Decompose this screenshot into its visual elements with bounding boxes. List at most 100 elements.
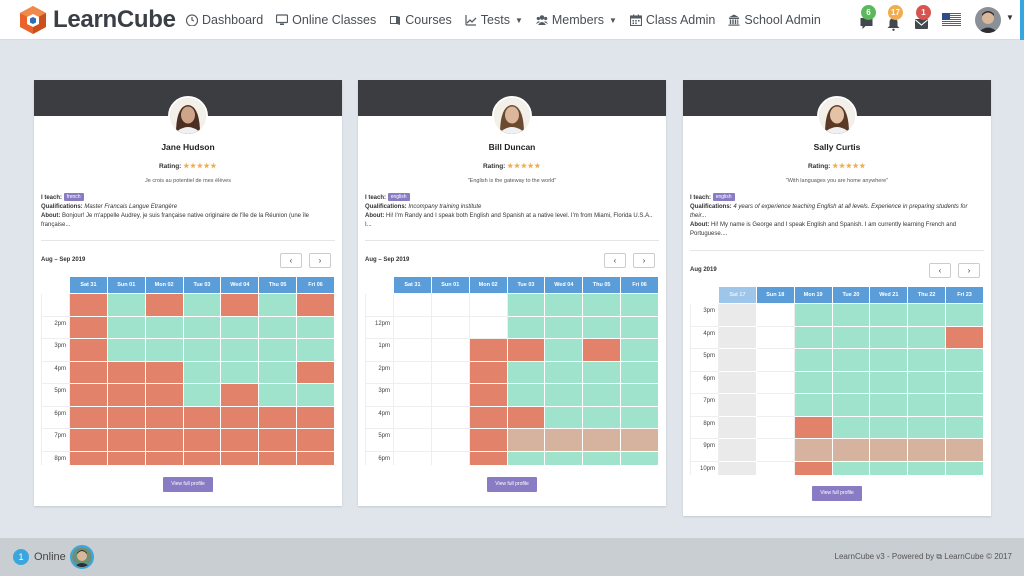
slot-available[interactable] (582, 360, 622, 384)
online-user-avatar[interactable] (70, 545, 94, 569)
next-week-button[interactable]: › (309, 253, 331, 268)
slot-available[interactable] (506, 383, 546, 407)
language-tag[interactable]: english (387, 193, 410, 201)
teacher-name[interactable]: Jane Hudson (161, 142, 215, 152)
slot-available[interactable] (220, 338, 260, 362)
slot-available[interactable] (869, 303, 909, 327)
slot-available[interactable] (544, 293, 584, 317)
slot-available[interactable] (544, 383, 584, 407)
slot-available[interactable] (831, 393, 871, 417)
slot-available[interactable] (945, 303, 984, 327)
slot-available[interactable] (506, 293, 546, 317)
view-profile-button[interactable]: View full profile (163, 477, 213, 492)
slot-available[interactable] (907, 460, 947, 475)
nav-class-admin[interactable]: Class Admin (629, 13, 715, 27)
slot-available[interactable] (544, 405, 584, 429)
nav-courses[interactable]: Courses (389, 13, 452, 27)
slot-available[interactable] (544, 360, 584, 384)
slot-available[interactable] (945, 415, 984, 439)
slot-available[interactable] (620, 315, 659, 339)
us-flag-icon[interactable] (942, 13, 961, 26)
slot-available[interactable] (220, 360, 260, 384)
slot-available[interactable] (544, 450, 584, 465)
view-profile-button[interactable]: View full profile (487, 477, 537, 492)
prev-week-button[interactable]: ‹ (604, 253, 626, 268)
slot-available[interactable] (831, 415, 871, 439)
inbox-notification[interactable]: 1 (913, 5, 931, 31)
slot-available[interactable] (296, 338, 335, 362)
schedule-container[interactable]: Sat 17 Sun 18 Mon 19 Tue 20 Wed 21 Thu 22 Fri … (690, 286, 984, 475)
nav-online-classes[interactable]: Online Classes (276, 13, 376, 27)
language-tag[interactable]: english (712, 193, 735, 201)
slot-available[interactable] (831, 460, 871, 475)
slot-available[interactable] (258, 315, 298, 339)
next-week-button[interactable]: › (958, 263, 980, 278)
brand[interactable]: LearnCube (18, 4, 176, 36)
slot-available[interactable] (258, 293, 298, 317)
slot-available[interactable] (296, 315, 335, 339)
slot-available[interactable] (793, 325, 833, 349)
slot-available[interactable] (258, 338, 298, 362)
slot-available[interactable] (793, 348, 833, 372)
slot-available[interactable] (907, 415, 947, 439)
prev-week-button[interactable]: ‹ (280, 253, 302, 268)
slot-available[interactable] (831, 303, 871, 327)
slot-available[interactable] (144, 315, 184, 339)
slot-available[interactable] (620, 405, 659, 429)
slot-available[interactable] (793, 370, 833, 394)
slot-available[interactable] (620, 450, 659, 465)
nav-dashboard[interactable]: Dashboard (186, 13, 263, 27)
prev-week-button[interactable]: ‹ (929, 263, 951, 278)
slot-available[interactable] (620, 338, 659, 362)
slot-available[interactable] (106, 293, 146, 317)
slot-available[interactable] (793, 393, 833, 417)
slot-available[interactable] (182, 293, 222, 317)
slot-available[interactable] (220, 315, 260, 339)
slot-available[interactable] (869, 415, 909, 439)
language-tag[interactable]: french (63, 193, 84, 201)
slot-available[interactable] (620, 293, 659, 317)
nav-members[interactable]: Members ▼ (535, 13, 617, 27)
user-menu-caret-icon[interactable]: ▼ (1006, 13, 1014, 22)
slot-available[interactable] (582, 315, 622, 339)
slot-available[interactable] (182, 315, 222, 339)
slot-available[interactable] (544, 315, 584, 339)
slot-available[interactable] (182, 338, 222, 362)
alerts-notification[interactable]: 17 (885, 5, 903, 31)
slot-available[interactable] (945, 370, 984, 394)
slot-available[interactable] (907, 325, 947, 349)
slot-available[interactable] (544, 338, 584, 362)
slot-available[interactable] (907, 393, 947, 417)
slot-available[interactable] (793, 303, 833, 327)
slot-available[interactable] (869, 325, 909, 349)
slot-available[interactable] (831, 348, 871, 372)
slot-available[interactable] (620, 360, 659, 384)
schedule-container[interactable]: Sat 31 Sun 01 Mon 02 Tue 03 Wed 04 Thu 05 Fri … (41, 276, 335, 465)
user-avatar[interactable] (975, 7, 1001, 33)
slot-available[interactable] (258, 383, 298, 407)
slot-available[interactable] (907, 370, 947, 394)
nav-tests[interactable]: Tests ▼ (465, 13, 523, 27)
teacher-name[interactable]: Sally Curtis (813, 142, 861, 152)
teacher-avatar[interactable] (492, 96, 532, 136)
nav-school-admin[interactable]: School Admin (728, 13, 821, 27)
slot-available[interactable] (831, 325, 871, 349)
slot-available[interactable] (945, 460, 984, 475)
slot-available[interactable] (144, 338, 184, 362)
slot-available[interactable] (582, 405, 622, 429)
schedule-container[interactable]: Sat 31 Sun 01 Mon 02 Tue 03 Wed 04 Thu 05 Fri … (365, 276, 659, 465)
slot-available[interactable] (106, 338, 146, 362)
teacher-avatar[interactable] (817, 96, 857, 136)
slot-available[interactable] (258, 360, 298, 384)
slot-available[interactable] (182, 383, 222, 407)
messages-notification[interactable]: 6 (858, 5, 876, 31)
slot-available[interactable] (182, 360, 222, 384)
slot-available[interactable] (106, 315, 146, 339)
teacher-name[interactable]: Bill Duncan (488, 142, 536, 152)
view-profile-button[interactable]: View full profile (812, 486, 862, 501)
slot-available[interactable] (582, 383, 622, 407)
slot-available[interactable] (620, 383, 659, 407)
slot-available[interactable] (869, 460, 909, 475)
teacher-avatar[interactable] (168, 96, 208, 136)
slot-available[interactable] (869, 370, 909, 394)
